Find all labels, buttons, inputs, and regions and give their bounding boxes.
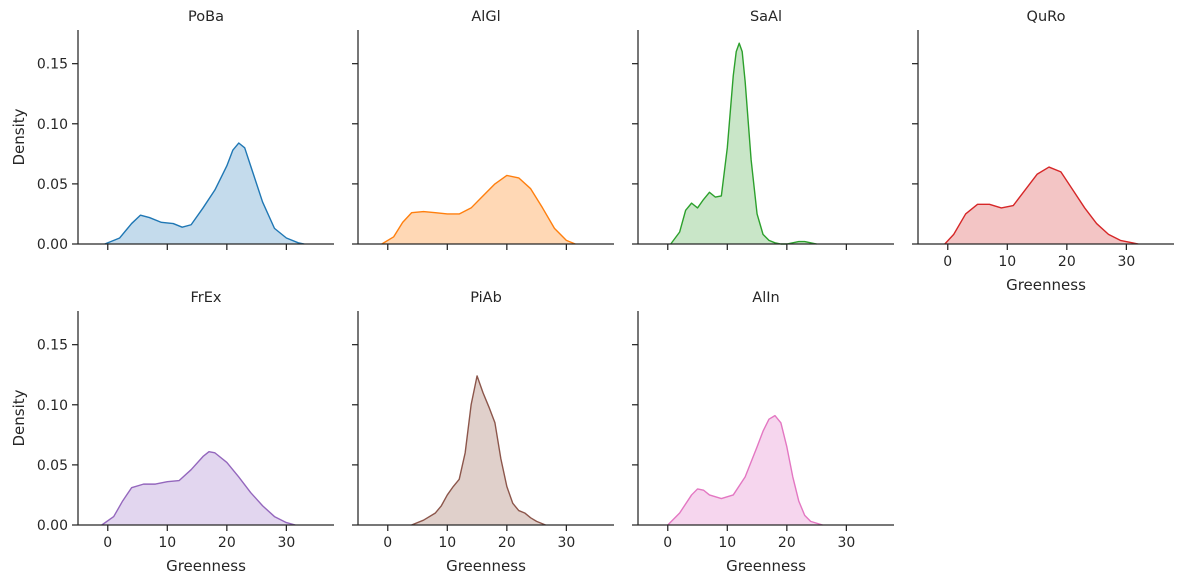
kde-area-frex [101,451,296,525]
panel-saal [632,30,894,250]
x-tick-label: 30 [837,535,855,551]
kde-area-quro [944,167,1139,244]
x-axis-label: Greenness [446,557,526,575]
y-tick-label: 0.15 [37,57,68,73]
panel-alin [632,311,894,531]
panel-title: SaAl [750,9,782,25]
y-tick-label: 0.10 [37,117,68,133]
y-tick-label: 0.00 [37,237,68,253]
kde-area-algl [381,175,576,244]
x-tick-label: 0 [943,254,952,270]
kde-line-algl [381,174,576,245]
x-tick-label: 10 [718,535,736,551]
x-tick-label: 20 [498,535,516,551]
x-tick-label: 0 [103,535,112,551]
panel-frex [72,311,334,531]
kde-line-quro [944,166,1139,245]
panel-piab [352,311,614,531]
kde-area-saal [670,43,817,244]
kde-area-piab [411,375,546,525]
panel-quro [912,30,1174,250]
y-tick-label: 0.10 [37,398,68,414]
x-axis-label: Greenness [166,557,246,575]
kde-area-poba [104,143,305,244]
x-tick-label: 10 [998,254,1016,270]
panel-title: PoBa [188,9,224,25]
panel-title: QuRo [1027,9,1066,25]
kde-line-frex [101,450,296,526]
y-tick-label: 0.15 [37,338,68,354]
kde-line-poba [104,142,305,245]
x-axis-label: Greenness [1006,276,1086,294]
x-tick-label: 30 [277,535,295,551]
kde-line-alin [667,414,823,526]
panel-algl [352,30,614,250]
panel-title: AlGl [471,9,500,25]
panel-title: AlIn [752,290,779,306]
x-tick-label: 10 [438,535,456,551]
x-tick-label: 20 [778,535,796,551]
x-tick-label: 10 [158,535,176,551]
x-tick-label: 20 [218,535,236,551]
kde-line-piab [411,375,546,526]
panel-title: FrEx [191,290,222,306]
x-tick-label: 0 [383,535,392,551]
y-tick-label: 0.00 [37,518,68,534]
y-axis-label: Density [10,389,28,446]
panel-title: PiAb [470,290,502,306]
x-tick-label: 0 [663,535,672,551]
y-tick-label: 0.05 [37,177,68,193]
x-tick-label: 20 [1058,254,1076,270]
x-tick-label: 30 [1117,254,1135,270]
x-axis-label: Greenness [726,557,806,575]
y-axis-label: Density [10,108,28,165]
x-tick-label: 30 [557,535,575,551]
panel-poba [72,30,334,250]
kde-area-alin [667,415,823,525]
y-tick-label: 0.05 [37,458,68,474]
